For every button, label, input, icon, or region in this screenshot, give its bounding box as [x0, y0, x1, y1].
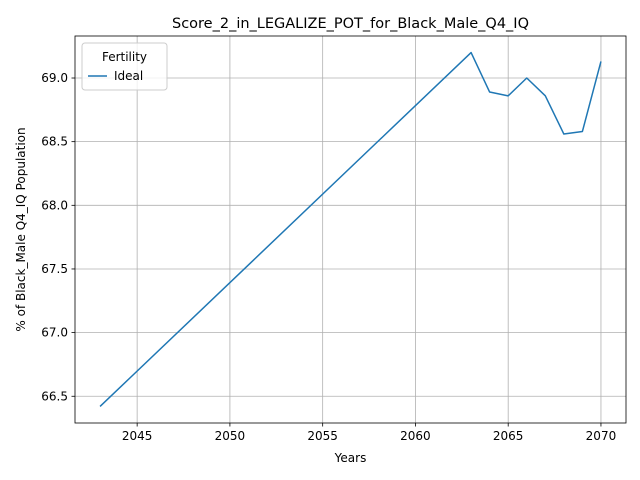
legend-title: Fertility [102, 50, 147, 64]
y-tick-label: 68.0 [41, 198, 68, 212]
x-tick-label: 2065 [493, 429, 524, 443]
y-tick-label: 66.5 [41, 389, 68, 403]
x-axis-label: Years [334, 451, 367, 465]
legend-box [81, 42, 168, 91]
x-axis: 2045 2050 2055 2060 2065 2070 [122, 423, 616, 443]
x-tick-label: 2055 [307, 429, 338, 443]
grid [75, 36, 626, 423]
series-layer [99, 51, 602, 407]
y-axis: 66.5 67.0 67.5 68.0 68.5 69.0 [41, 71, 75, 403]
y-tick-label: 67.5 [41, 262, 68, 276]
series-line-ideal [99, 51, 602, 407]
x-tick-label: 2070 [586, 429, 617, 443]
x-tick-label: 2045 [122, 429, 153, 443]
y-tick-label: 67.0 [41, 326, 68, 340]
y-tick-label: 69.0 [41, 71, 68, 85]
x-tick-label: 2060 [400, 429, 431, 443]
legend-label: Ideal [114, 69, 143, 83]
y-tick-label: 68.5 [41, 135, 68, 149]
y-axis-label: % of Black_Male Q4_IQ Population [14, 127, 28, 331]
legend: Fertility Ideal [81, 42, 168, 91]
plot-frame [74, 35, 627, 424]
chart-title: Score_2_in_LEGALIZE_POT_for_Black_Male_Q… [172, 16, 529, 32]
x-tick-label: 2050 [215, 429, 246, 443]
